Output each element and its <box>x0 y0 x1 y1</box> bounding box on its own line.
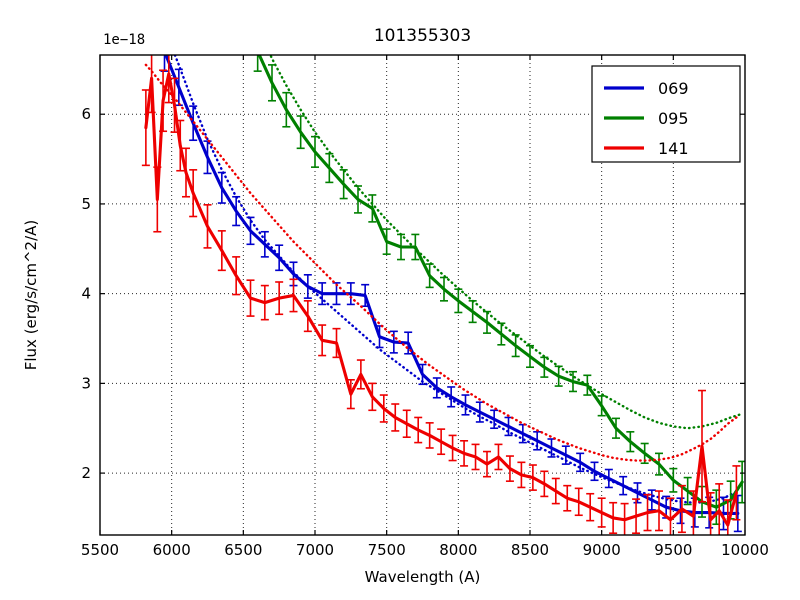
series-141 <box>141 55 741 535</box>
xtick-label: 6500 <box>224 541 262 559</box>
legend-box <box>591 65 741 163</box>
xtick-label: 6000 <box>153 541 191 559</box>
legend-label-095: 095 <box>658 109 689 128</box>
y-offset-label: 1e−18 <box>103 32 145 48</box>
legend-label-069: 069 <box>658 79 689 98</box>
legend <box>591 65 741 163</box>
ytick-label: 5 <box>81 195 91 213</box>
model-curve-141 <box>144 63 738 462</box>
ytick-label: 6 <box>81 105 91 123</box>
axes-frame <box>99 54 746 536</box>
ytick-label: 3 <box>81 374 91 392</box>
series-group <box>141 55 745 535</box>
xtick-label: 5500 <box>81 541 119 559</box>
ytick-label: 2 <box>81 464 91 482</box>
ytick-label: 4 <box>81 285 91 303</box>
data-curve-069 <box>164 55 740 516</box>
data-curve-141 <box>144 72 738 527</box>
xtick-label: 7000 <box>296 541 334 559</box>
xtick-label: 9000 <box>583 541 621 559</box>
y-axis-label: Flux (erg/s/cm^2/A) <box>22 220 40 371</box>
data-curve-095 <box>257 55 744 509</box>
xtick-label: 7500 <box>368 541 406 559</box>
xtick-label: 9500 <box>654 541 692 559</box>
series-069 <box>160 55 742 533</box>
x-axis-label: Wavelength (A) <box>365 568 481 586</box>
series-095 <box>253 55 745 526</box>
xtick-label: 10000 <box>721 541 769 559</box>
chart-title: 101355303 <box>374 26 471 46</box>
xtick-label: 8500 <box>511 541 549 559</box>
legend-label-141: 141 <box>658 139 689 158</box>
xtick-label: 8000 <box>439 541 477 559</box>
